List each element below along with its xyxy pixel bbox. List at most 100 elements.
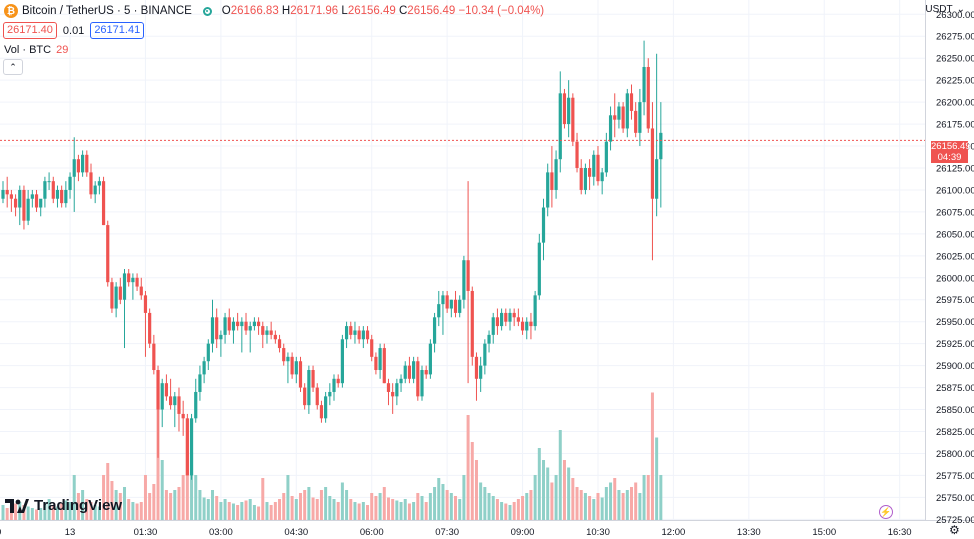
volume-bar — [575, 487, 579, 520]
volume-bar — [345, 490, 349, 520]
bitcoin-icon: ₿ — [4, 4, 18, 18]
candle-body — [558, 93, 562, 160]
volume-bar — [102, 475, 106, 520]
gear-icon[interactable]: ⚙ — [949, 523, 960, 537]
volume-bar — [512, 502, 516, 520]
volume-bar — [508, 505, 512, 520]
candle-body — [1, 189, 5, 199]
candle-body — [189, 418, 194, 476]
sell-button[interactable]: 26171.40 — [3, 22, 57, 39]
tradingview-logo[interactable]: TradingView — [5, 497, 122, 514]
candle-body — [621, 106, 625, 129]
volume-bar — [311, 497, 315, 520]
volume-bar — [399, 502, 403, 520]
candle-body — [244, 321, 248, 331]
buy-button[interactable]: 26171.41 — [90, 22, 145, 39]
volume-bar — [403, 499, 407, 520]
flash-icon[interactable]: ⚡ — [879, 505, 893, 519]
candle-body — [600, 172, 604, 182]
volume-bar — [479, 482, 483, 520]
candle-body — [479, 365, 483, 379]
candle-body — [68, 176, 72, 190]
volume-bar — [462, 475, 466, 520]
candle-body — [206, 343, 210, 362]
last-price-value: 26156.49 — [931, 141, 971, 152]
candle-body — [474, 356, 479, 379]
price-tick-label: 25925.00 — [936, 339, 974, 350]
price-tick-label: 25750.00 — [936, 493, 974, 504]
candle-body — [118, 286, 122, 300]
candle-body — [554, 159, 558, 190]
candle-body — [286, 356, 290, 362]
candle-body — [529, 321, 533, 327]
candle-body — [608, 115, 613, 142]
volume-bar — [609, 482, 613, 520]
candle-body — [370, 339, 374, 357]
time-tick-label: 12:00 — [662, 527, 686, 538]
price-tick-label: 25975.00 — [936, 295, 974, 306]
candle-body — [294, 361, 298, 375]
candle-body — [223, 317, 227, 335]
candle-body — [495, 317, 500, 327]
volume-bar — [495, 499, 499, 520]
volume-bar — [642, 475, 646, 520]
candle-body — [236, 321, 240, 327]
candle-body — [139, 286, 143, 296]
candle-body — [51, 181, 55, 199]
volume-bar — [76, 493, 80, 520]
candle-body — [202, 361, 206, 375]
volume-bar — [248, 499, 252, 520]
candle-body — [617, 106, 621, 120]
volume-bar — [458, 499, 462, 520]
candle-body — [311, 370, 315, 388]
volume-bar — [604, 487, 608, 520]
volume-bar — [143, 475, 147, 520]
time-axis[interactable]: :30 13 01:30 03:00 04:30 06:00 07:30 09:00 10:30… — [0, 527, 912, 538]
candle-body — [525, 321, 529, 331]
volume-bar — [324, 487, 328, 520]
candle-body — [449, 299, 453, 309]
collapse-legend-button[interactable]: ⌃ — [3, 59, 23, 75]
candle-body — [357, 330, 361, 340]
candle-body — [634, 110, 638, 133]
volume-bar — [525, 493, 529, 520]
candle-body — [592, 154, 596, 177]
volume-bar — [558, 430, 562, 520]
tradingview-logo-icon — [5, 498, 29, 513]
time-tick-label: 10:30 — [586, 527, 610, 538]
volume-bar — [114, 490, 118, 520]
candle-body — [101, 181, 106, 226]
symbol-title[interactable]: Bitcoin / TetherUS · 5 · BINANCE — [22, 5, 192, 17]
volume-bar — [592, 499, 596, 520]
candle-body — [546, 172, 550, 208]
volume-bar — [227, 502, 231, 520]
volume-bar — [600, 497, 604, 520]
volume-bar — [542, 460, 546, 520]
symbol-legend[interactable]: ₿ Bitcoin / TetherUS · 5 · BINANCE O2616… — [4, 3, 544, 19]
volume-bar — [261, 478, 265, 520]
candle-body — [60, 189, 64, 204]
volume-bar — [646, 475, 650, 520]
market-status-icon[interactable] — [202, 6, 212, 16]
candle-body — [290, 356, 294, 375]
volume-bar — [307, 487, 311, 520]
volume-bar — [55, 506, 59, 520]
volume-bar — [638, 493, 642, 520]
candle-body — [483, 343, 487, 366]
volume-bar — [625, 490, 629, 520]
candle-body — [361, 330, 365, 340]
candle-body — [39, 198, 43, 208]
price-tick-label: 26075.00 — [936, 207, 974, 218]
price-axis[interactable]: 26300.00 26275.00 26250.00 26225.00 26200.00… — [936, 10, 974, 526]
volume-bar — [118, 493, 122, 520]
time-tick-label: 13:30 — [737, 527, 761, 538]
candle-body — [30, 194, 34, 199]
time-tick-label: 01:30 — [134, 527, 158, 538]
volume-bar — [135, 503, 139, 520]
volume-legend[interactable]: Vol · BTC 29 — [4, 44, 68, 56]
candle-body — [520, 321, 525, 331]
candle-body — [152, 343, 156, 371]
candle-body — [135, 277, 139, 287]
candle-body — [256, 321, 261, 327]
currency-selector[interactable]: USDT ⌄ — [922, 3, 968, 16]
